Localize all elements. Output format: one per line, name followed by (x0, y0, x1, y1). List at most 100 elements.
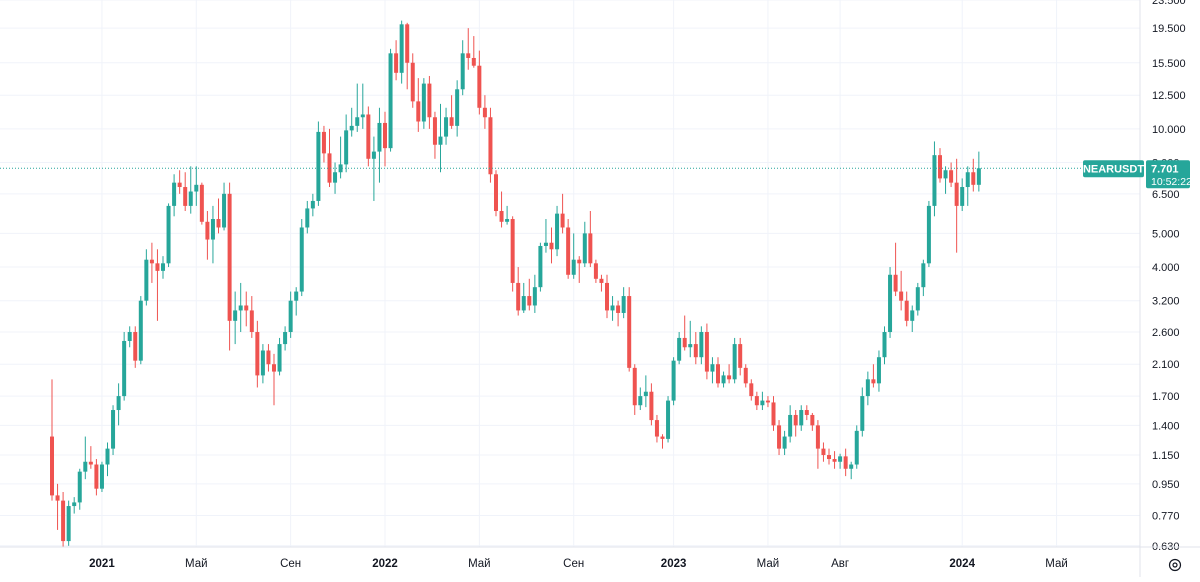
candle (721, 371, 726, 388)
candle-body (61, 500, 66, 542)
candle-body (888, 274, 893, 333)
candle-body (543, 242, 548, 246)
candle-body (627, 296, 632, 368)
candle (405, 22, 410, 90)
candle-body (932, 155, 937, 206)
candle-body (865, 379, 870, 397)
candle (788, 405, 793, 443)
candle-body (749, 383, 754, 397)
candle-body (971, 172, 976, 185)
candle-body (638, 396, 643, 406)
candle (643, 375, 648, 408)
candle-body (355, 117, 360, 126)
candle-body (438, 136, 443, 145)
candle-body (605, 282, 609, 311)
last-price-tag-bg (1146, 160, 1190, 189)
settings-gear-icon[interactable] (1168, 558, 1182, 572)
x-tick-label: Май (1045, 558, 1068, 570)
candle-body (255, 332, 260, 376)
candle (144, 249, 149, 306)
x-tick-label: Май (185, 558, 208, 570)
candle (316, 121, 321, 206)
candle (255, 320, 260, 388)
y-tick-label: 5.000 (1152, 228, 1180, 240)
candle-body (893, 274, 898, 292)
candle (360, 83, 365, 129)
candle-body (854, 430, 859, 465)
candle (355, 83, 360, 132)
candle-body (310, 200, 315, 209)
candle (50, 379, 54, 501)
candle (166, 203, 171, 268)
candle-body (266, 350, 271, 365)
candle-body (704, 332, 709, 372)
candle-body (455, 89, 460, 126)
candle (804, 405, 809, 421)
candle-body (960, 187, 965, 206)
candle (654, 414, 659, 443)
x-tick-label: 2022 (372, 558, 398, 570)
candle-body (555, 213, 560, 250)
y-tick-label: 2.600 (1152, 327, 1180, 339)
x-tick-label: 2021 (89, 558, 115, 570)
candle-body (344, 130, 349, 165)
candle (466, 28, 471, 70)
candle-body (338, 164, 343, 173)
candle (616, 300, 621, 327)
x-axis: 2021 Май Сен 2022 Май Сен 2023 Май Авг 2024 Май (0, 546, 1200, 570)
candle (105, 442, 110, 477)
candle-body (244, 305, 249, 311)
candle-body (277, 344, 282, 372)
candle-body (444, 117, 449, 137)
candle (710, 357, 715, 384)
candle (954, 158, 959, 253)
candle-body (882, 332, 887, 358)
candle (704, 323, 709, 380)
candle-body (349, 125, 354, 131)
candle (527, 278, 532, 311)
candle-body (172, 182, 177, 206)
candle-body (333, 172, 338, 183)
candle-body (799, 410, 804, 426)
candle-body (155, 263, 160, 271)
candle (488, 107, 493, 183)
candle-body (976, 168, 981, 185)
candle-body (804, 410, 809, 415)
candle (399, 20, 404, 84)
candle (477, 50, 482, 115)
candle (288, 291, 293, 338)
candle (949, 162, 954, 188)
candle (321, 125, 326, 163)
candle-body (488, 117, 493, 175)
candle-body (405, 24, 410, 63)
candle-body (527, 296, 532, 306)
candle-body (144, 259, 149, 301)
candle (222, 182, 227, 231)
candle-body (327, 153, 332, 183)
candle (260, 344, 265, 384)
candle (960, 178, 965, 212)
candle (827, 448, 831, 465)
candle-body (482, 107, 487, 118)
candle-body (177, 182, 182, 188)
candle (599, 274, 604, 292)
candle-body (377, 122, 382, 152)
candle-body (133, 332, 138, 361)
candle-body (716, 364, 720, 384)
candle (249, 296, 254, 338)
candle-body (371, 151, 376, 159)
candle (172, 174, 177, 217)
candle-body (915, 287, 920, 311)
candle-body (283, 332, 288, 345)
candle (444, 107, 449, 145)
candle (838, 453, 843, 469)
candle (849, 461, 854, 480)
candle-body (754, 396, 759, 406)
candle (593, 259, 598, 283)
candle (860, 387, 865, 437)
candle-body (194, 184, 199, 192)
symbol-label-bg (1083, 160, 1144, 178)
candle (177, 170, 182, 194)
